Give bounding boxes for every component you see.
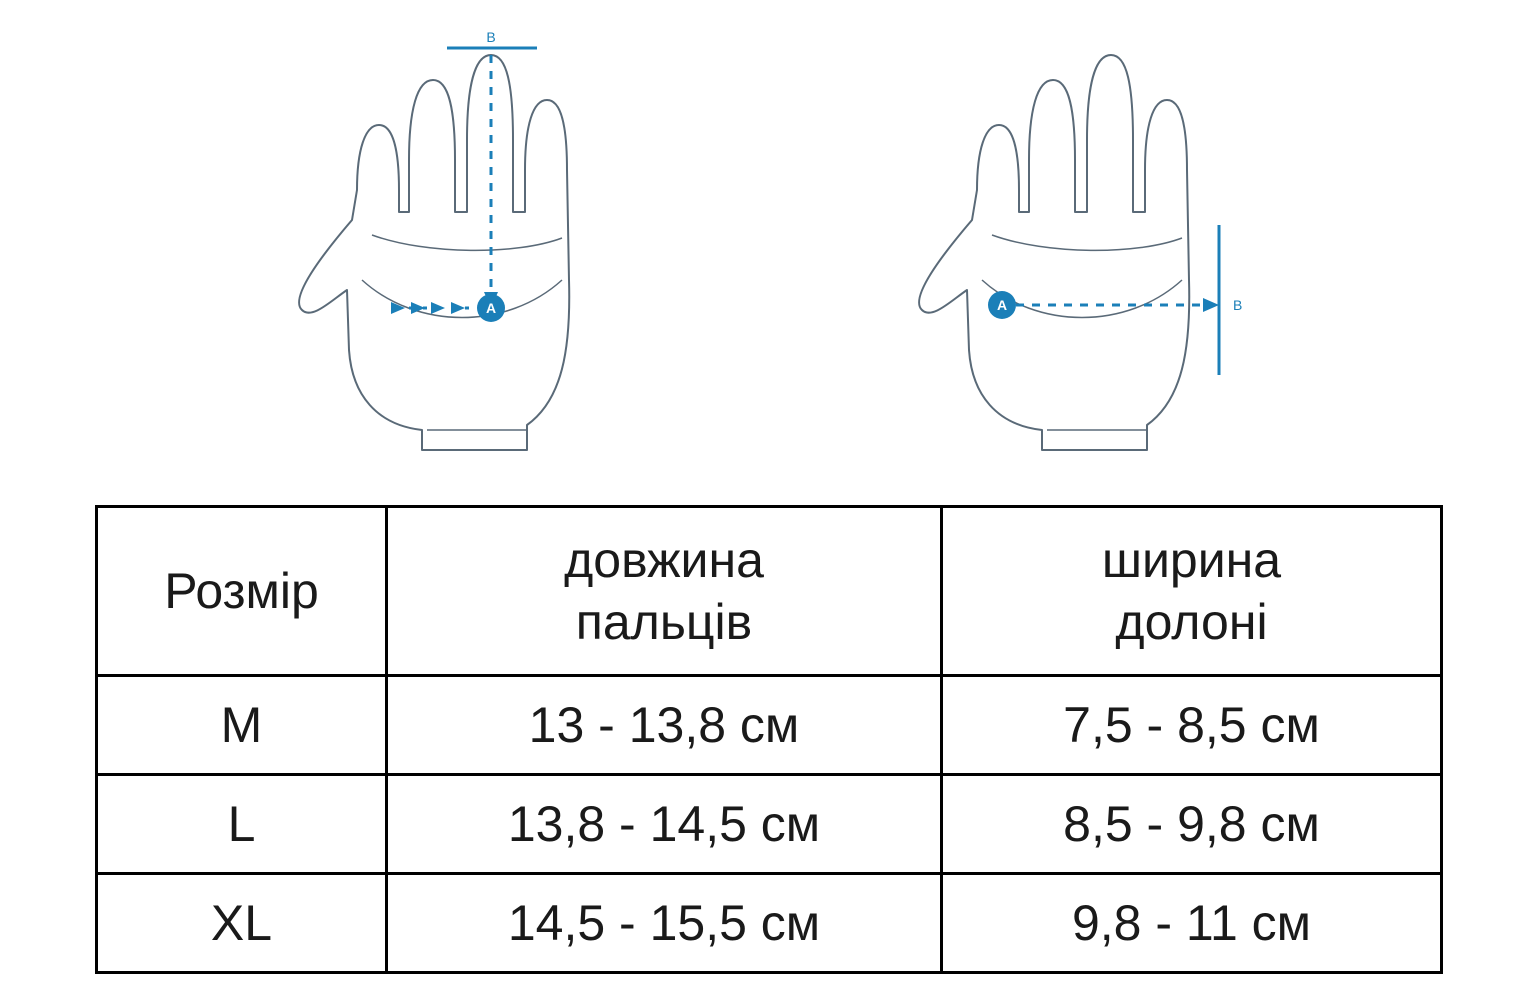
col-header-finger: довжинапальців [387, 507, 942, 676]
col-header-size: Розмір [97, 507, 387, 676]
label-a-right: A [996, 297, 1006, 313]
cell-finger: 13,8 - 14,5 см [387, 775, 942, 874]
size-table-header-row: Розмір довжинапальців ширинадолоні [97, 507, 1442, 676]
cell-size: XL [97, 874, 387, 973]
table-row: XL 14,5 - 15,5 см 9,8 - 11 см [97, 874, 1442, 973]
label-b-right: B [1233, 297, 1242, 313]
cell-size: L [97, 775, 387, 874]
hand-svg-right: A B [897, 30, 1257, 460]
hand-svg-left: B A [277, 30, 637, 460]
hand-diagram-palm-width: A B [897, 30, 1257, 460]
hand-diagrams-row: B A [0, 30, 1533, 480]
table-row: M 13 - 13,8 см 7,5 - 8,5 см [97, 676, 1442, 775]
cell-finger: 14,5 - 15,5 см [387, 874, 942, 973]
hand-diagram-finger-length: B A [277, 30, 637, 460]
table-row: L 13,8 - 14,5 см 8,5 - 9,8 см [97, 775, 1442, 874]
cell-size: M [97, 676, 387, 775]
sizing-chart-page: B A [0, 0, 1533, 1000]
cell-palm: 9,8 - 11 см [942, 874, 1442, 973]
label-b-left: B [486, 30, 495, 45]
label-a-left: A [485, 300, 495, 316]
col-header-palm: ширинадолоні [942, 507, 1442, 676]
cell-finger: 13 - 13,8 см [387, 676, 942, 775]
cell-palm: 8,5 - 9,8 см [942, 775, 1442, 874]
size-table: Розмір довжинапальців ширинадолоні M 13 … [95, 505, 1443, 974]
cell-palm: 7,5 - 8,5 см [942, 676, 1442, 775]
size-table-wrap: Розмір довжинапальців ширинадолоні M 13 … [95, 505, 1440, 974]
